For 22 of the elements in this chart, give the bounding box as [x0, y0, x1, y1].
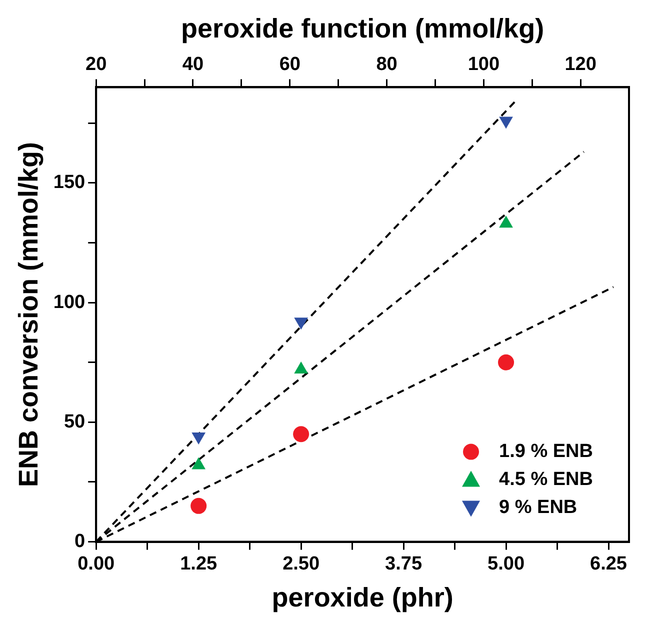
x-tick-label: 2.50: [282, 553, 320, 574]
legend-label: 1.9 % ENB: [499, 441, 593, 462]
y-axis-title: ENB conversion (mmol/kg): [14, 142, 44, 488]
x2-tick-label: 60: [279, 54, 300, 76]
x2-tick-label: 40: [182, 54, 204, 76]
x-tick-label: 5.00: [488, 553, 525, 574]
x-tick-label: 6.25: [590, 553, 628, 574]
y-tick-label: 0: [74, 531, 86, 552]
x2-tick-label: 20: [86, 54, 107, 76]
x2-tick-label: 80: [376, 54, 398, 76]
y-tick-label: 100: [53, 292, 86, 313]
x2-axis-title: peroxide function (mmol/kg): [181, 14, 544, 44]
x-tick-label: 3.75: [385, 553, 422, 574]
legend-label: 4.5 % ENB: [499, 469, 593, 490]
legend-label: 9 % ENB: [499, 497, 578, 518]
x2-tick-label: 100: [468, 54, 500, 76]
y-tick-label: 50: [64, 411, 86, 432]
x-tick-label: 0.00: [78, 553, 115, 574]
x2-tick-label: 120: [564, 54, 596, 76]
x-axis-title: peroxide (phr): [272, 582, 454, 612]
x-tick-label: 1.25: [180, 553, 218, 574]
y-tick-label: 150: [53, 172, 86, 194]
